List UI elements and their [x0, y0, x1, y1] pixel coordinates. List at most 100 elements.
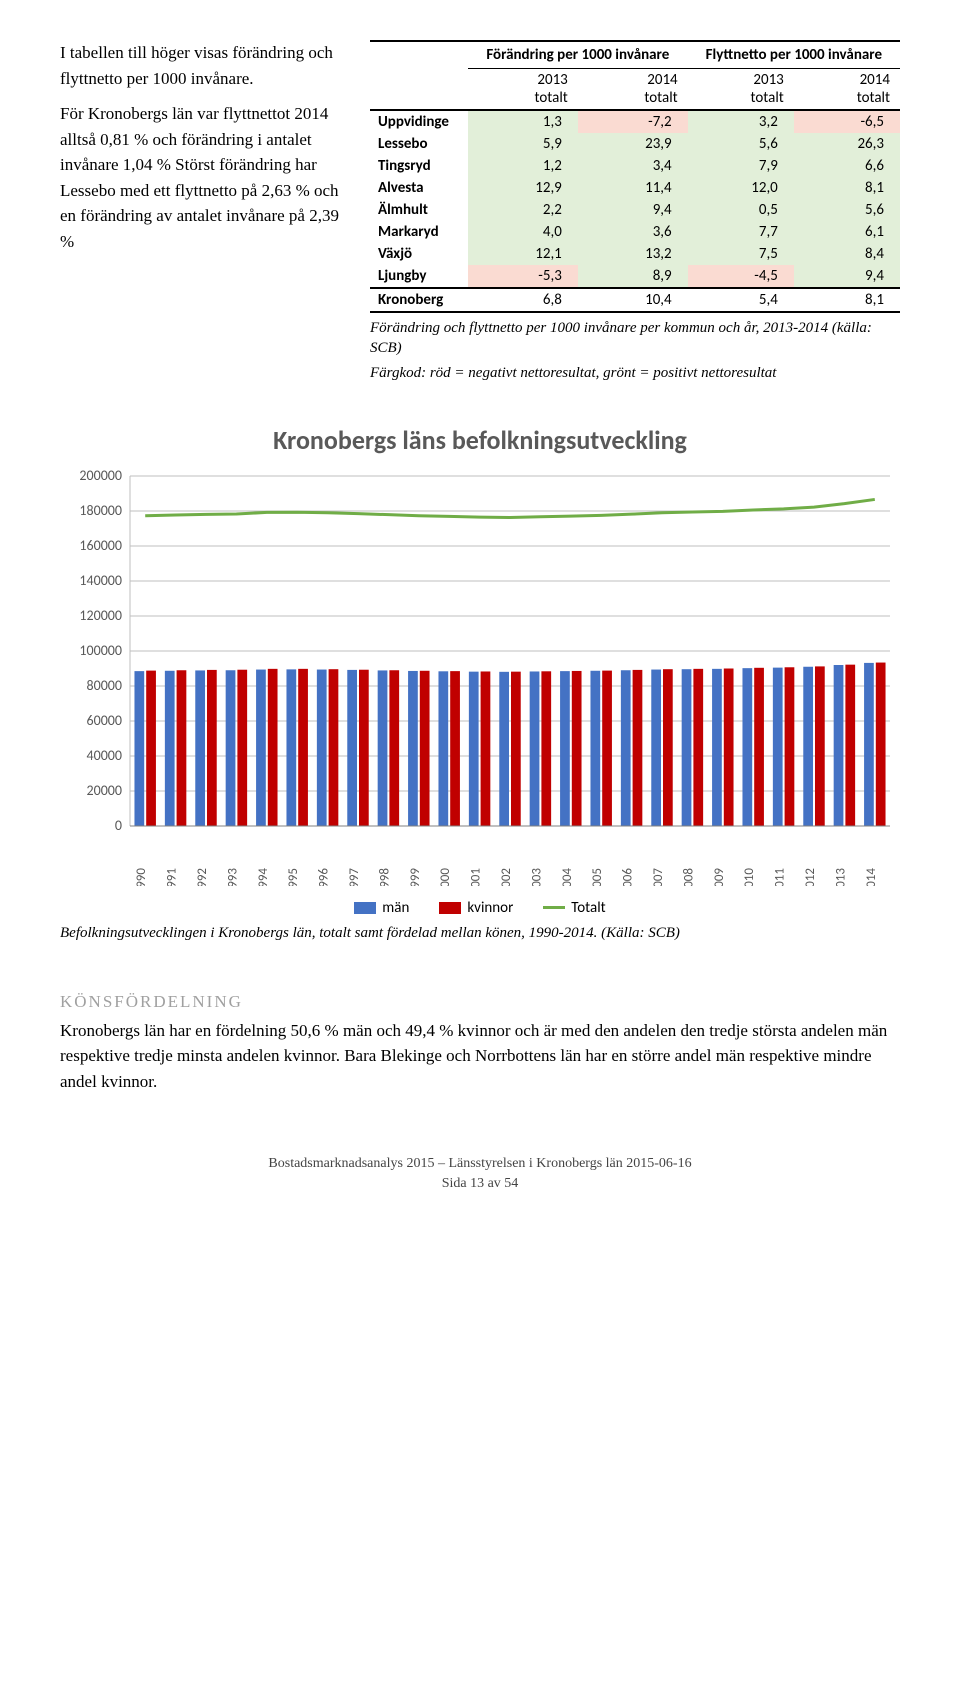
- svg-text:2014: 2014: [864, 867, 879, 885]
- svg-text:180000: 180000: [79, 502, 122, 519]
- svg-text:2002: 2002: [499, 867, 514, 885]
- row-value: 23,9: [578, 133, 688, 155]
- chart-caption: Befolkningsutvecklingen i Kronobergs län…: [60, 925, 900, 942]
- row-value: 12,0: [688, 177, 794, 199]
- row-value: 3,4: [578, 155, 688, 177]
- intro-text: I tabellen till höger visas förändring o…: [60, 40, 340, 384]
- table-row: Tingsryd1,23,47,96,6: [370, 155, 900, 177]
- section-para: Kronobergs län har en fördelning 50,6 % …: [60, 1018, 900, 1095]
- svg-text:2007: 2007: [651, 867, 666, 885]
- row-value: -4,5: [688, 265, 794, 288]
- section-heading: KÖNSFÖRDELNING: [60, 992, 900, 1012]
- total-label: Kronoberg: [370, 288, 468, 312]
- svg-text:80000: 80000: [87, 677, 122, 694]
- svg-text:0: 0: [115, 817, 122, 834]
- row-value: 3,2: [688, 110, 794, 133]
- table-subheader: 2014totalt: [578, 69, 688, 111]
- svg-text:1998: 1998: [377, 867, 392, 885]
- svg-text:1996: 1996: [317, 867, 332, 885]
- table-subheader: 2014totalt: [794, 69, 900, 111]
- svg-text:100000: 100000: [79, 642, 122, 659]
- table-total-row: Kronoberg6,810,45,48,1: [370, 288, 900, 312]
- svg-text:160000: 160000: [79, 537, 122, 554]
- svg-text:20000: 20000: [87, 782, 122, 799]
- row-value: 9,4: [794, 265, 900, 288]
- total-value: 5,4: [688, 288, 794, 312]
- row-value: 8,9: [578, 265, 688, 288]
- svg-text:2005: 2005: [590, 868, 605, 886]
- table-group-1: Förändring per 1000 invånare: [468, 41, 688, 69]
- row-label: Ljungby: [370, 265, 468, 288]
- svg-text:60000: 60000: [87, 712, 122, 729]
- svg-text:1999: 1999: [408, 867, 423, 885]
- table-row: Alvesta12,911,412,08,1: [370, 177, 900, 199]
- row-value: 5,9: [468, 133, 578, 155]
- chart-svg: 0 20000 40000 60000 80000 100000 120000 140000 1…: [60, 466, 900, 886]
- svg-text:2003: 2003: [529, 867, 544, 885]
- row-value: 7,7: [688, 221, 794, 243]
- row-label: Alvesta: [370, 177, 468, 199]
- row-value: 6,6: [794, 155, 900, 177]
- row-value: -6,5: [794, 110, 900, 133]
- row-label: Älmhult: [370, 199, 468, 221]
- svg-text:2009: 2009: [712, 867, 727, 885]
- row-label: Tingsryd: [370, 155, 468, 177]
- data-table: Förändring per 1000 invånare Flyttnetto …: [370, 40, 900, 313]
- svg-text:2001: 2001: [469, 868, 484, 886]
- row-value: 11,4: [578, 177, 688, 199]
- legend-total: Totalt: [571, 899, 605, 917]
- total-value: 6,8: [468, 288, 578, 312]
- svg-text:2004: 2004: [560, 867, 575, 885]
- intro-p2: För Kronobergs län var flyttnettot 2014 …: [60, 101, 340, 254]
- total-value: 10,4: [578, 288, 688, 312]
- page-footer: Bostadsmarknadsanalys 2015 – Länsstyrels…: [60, 1154, 900, 1193]
- row-value: 12,9: [468, 177, 578, 199]
- row-value: 6,1: [794, 221, 900, 243]
- svg-text:2006: 2006: [621, 867, 636, 885]
- table-subheader: 2013totalt: [688, 69, 794, 111]
- row-value: 8,4: [794, 243, 900, 265]
- row-value: 5,6: [794, 199, 900, 221]
- svg-text:1990: 1990: [134, 867, 149, 885]
- svg-text:1994: 1994: [256, 867, 271, 885]
- svg-text:1993: 1993: [225, 867, 240, 885]
- svg-text:40000: 40000: [87, 747, 122, 764]
- row-value: 5,6: [688, 133, 794, 155]
- svg-text:2011: 2011: [773, 868, 788, 886]
- svg-text:200000: 200000: [79, 467, 122, 484]
- svg-text:2008: 2008: [681, 867, 696, 885]
- row-value: 1,3: [468, 110, 578, 133]
- table-group-2: Flyttnetto per 1000 invånare: [688, 41, 900, 69]
- table-caption-2: Färgkod: röd = negativt nettoresultat, g…: [370, 364, 900, 384]
- row-value: 0,5: [688, 199, 794, 221]
- row-value: 12,1: [468, 243, 578, 265]
- row-label: Lessebo: [370, 133, 468, 155]
- row-value: 2,2: [468, 199, 578, 221]
- row-label: Uppvidinge: [370, 110, 468, 133]
- row-value: 1,2: [468, 155, 578, 177]
- row-value: 13,2: [578, 243, 688, 265]
- total-value: 8,1: [794, 288, 900, 312]
- svg-text:140000: 140000: [79, 572, 122, 589]
- table-subheader: 2013totalt: [468, 69, 578, 111]
- svg-text:2013: 2013: [833, 867, 848, 885]
- row-label: Markaryd: [370, 221, 468, 243]
- table-row: Ljungby-5,38,9-4,59,4: [370, 265, 900, 288]
- svg-text:120000: 120000: [79, 607, 122, 624]
- row-value: 9,4: [578, 199, 688, 221]
- svg-text:2010: 2010: [742, 867, 757, 885]
- svg-text:1997: 1997: [347, 867, 362, 885]
- table-row: Älmhult2,29,40,55,6: [370, 199, 900, 221]
- row-value: 7,9: [688, 155, 794, 177]
- footer-line2: Sida 13 av 54: [60, 1174, 900, 1194]
- row-value: -5,3: [468, 265, 578, 288]
- row-value: 3,6: [578, 221, 688, 243]
- table-row: Lessebo5,923,95,626,3: [370, 133, 900, 155]
- chart-legend: män kvinnor Totalt: [60, 899, 900, 917]
- population-chart: Kronobergs läns befolkningsutveckling 02…: [60, 424, 900, 942]
- row-value: -7,2: [578, 110, 688, 133]
- intro-p1: I tabellen till höger visas förändring o…: [60, 40, 340, 91]
- legend-women: kvinnor: [467, 899, 513, 917]
- table-row: Växjö12,113,27,58,4: [370, 243, 900, 265]
- table-row: Markaryd4,03,67,76,1: [370, 221, 900, 243]
